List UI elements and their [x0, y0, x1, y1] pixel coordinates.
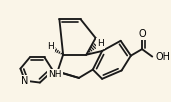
- Text: N: N: [21, 76, 29, 86]
- Text: O: O: [138, 29, 146, 39]
- Text: H: H: [47, 42, 54, 51]
- Text: H: H: [97, 39, 104, 48]
- Text: NH: NH: [48, 70, 62, 79]
- Text: OH: OH: [156, 52, 171, 62]
